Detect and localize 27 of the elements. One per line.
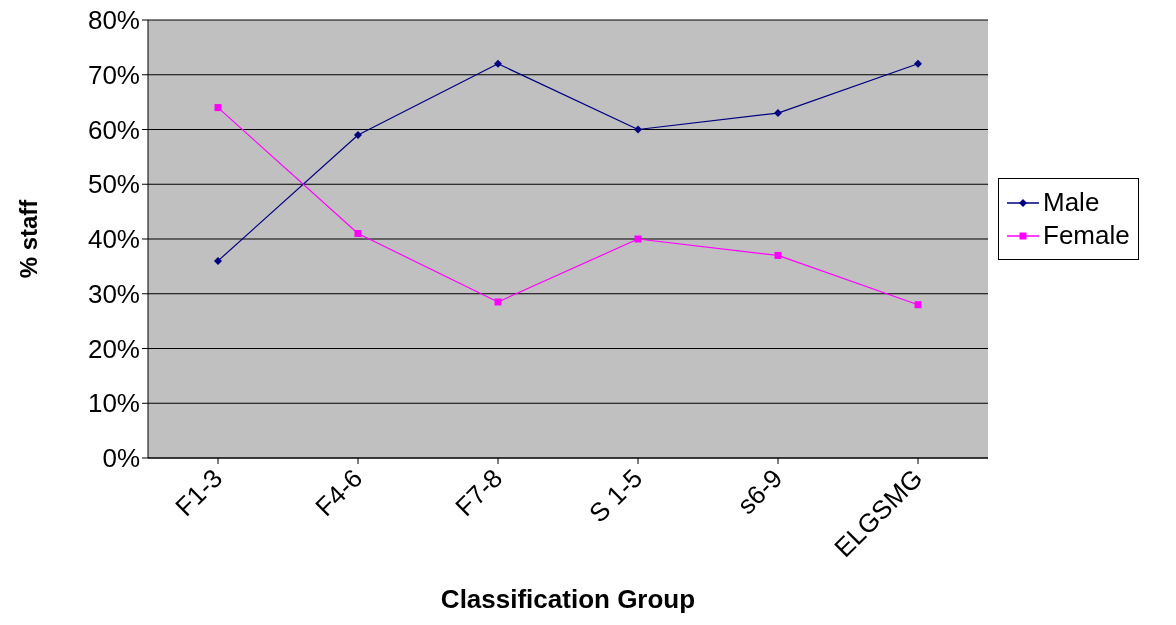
point	[914, 301, 922, 309]
point	[214, 104, 222, 112]
legend-label: Female	[1043, 220, 1130, 251]
y-tick-label: 30%	[87, 278, 140, 309]
y-tick-label: 60%	[87, 114, 140, 145]
y-tick-label: 70%	[87, 59, 140, 90]
point	[354, 230, 362, 238]
y-tick-label: 80%	[87, 5, 140, 36]
point	[774, 251, 782, 259]
point	[774, 109, 782, 118]
point	[354, 130, 362, 139]
point	[494, 298, 502, 306]
x-axis-title: Classification Group	[440, 584, 696, 614]
point	[914, 59, 922, 68]
point	[634, 125, 642, 134]
y-axis-title: % staff	[14, 198, 42, 279]
legend-label: Male	[1043, 187, 1100, 218]
y-tick-label: 20%	[87, 333, 140, 364]
point	[634, 235, 642, 243]
y-tick-label: 10%	[87, 388, 140, 419]
point	[214, 256, 222, 265]
y-tick-label: 0%	[102, 443, 140, 474]
x-tick-label: S 1-5	[583, 463, 649, 529]
y-tick-label: 50%	[87, 169, 140, 200]
y-tick-label: 40%	[87, 224, 140, 255]
x-tick-label: s6-9	[731, 463, 789, 521]
point	[494, 59, 502, 68]
